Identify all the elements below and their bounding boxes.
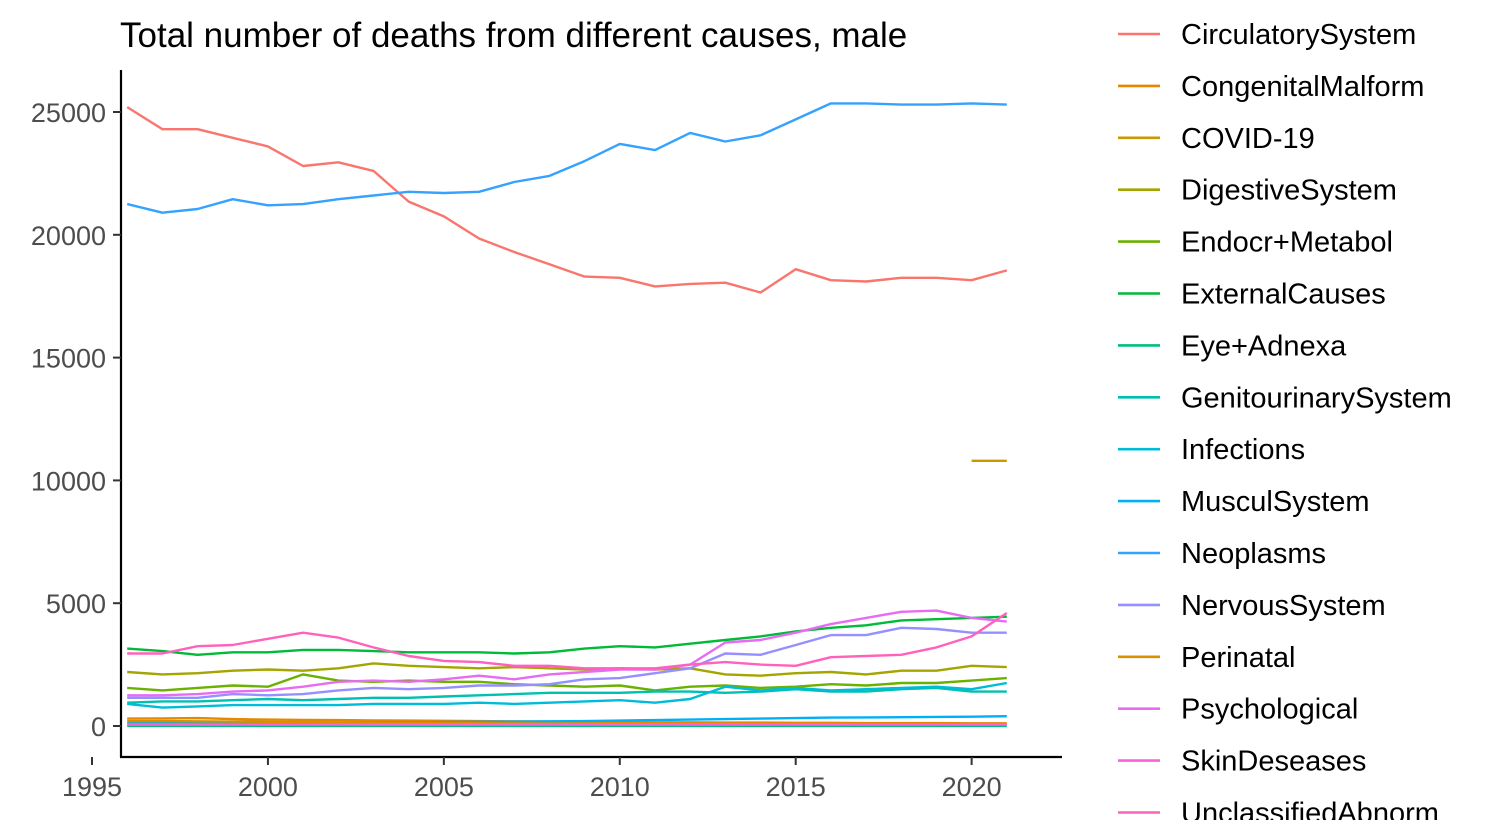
legend-label-genitourinarysystem: GenitourinarySystem bbox=[1181, 382, 1452, 414]
y-tick-label: 20000 bbox=[31, 221, 106, 251]
x-tick-label: 2020 bbox=[942, 772, 1002, 802]
legend-label-congenitalmalform: CongenitalMalform bbox=[1181, 71, 1424, 103]
series-line-genitourinarysystem bbox=[127, 686, 1007, 704]
series-line-unclassifiedabnorm bbox=[127, 612, 1008, 670]
chart-title: Total number of deaths from different ca… bbox=[120, 16, 907, 55]
x-tick-label: 2005 bbox=[414, 772, 474, 802]
series-line-psychological bbox=[127, 609, 1007, 697]
y-tick-label: 0 bbox=[91, 712, 106, 742]
series-line-infections bbox=[127, 681, 1008, 709]
y-tick-label: 5000 bbox=[46, 589, 106, 619]
legend-label-endocr-metabol: Endocr+Metabol bbox=[1181, 227, 1393, 259]
legend-label-digestivesystem: DigestiveSystem bbox=[1181, 175, 1397, 207]
legend-label-musculsystem: MusculSystem bbox=[1181, 486, 1370, 518]
y-tick-label: 15000 bbox=[31, 344, 106, 374]
x-tick-label: 2015 bbox=[766, 772, 826, 802]
x-tick-label: 1995 bbox=[62, 772, 122, 802]
series-line-endocr-metabol bbox=[127, 673, 1007, 692]
series-line-digestivesystem bbox=[127, 662, 1007, 677]
series-line-nervoussystem bbox=[127, 626, 1007, 699]
legend-label-psychological: Psychological bbox=[1181, 694, 1358, 726]
legend-label-eye-adnexa: Eye+Adnexa bbox=[1181, 330, 1347, 362]
legend-label-skindeseases: SkinDeseases bbox=[1181, 746, 1366, 778]
legend-label-neoplasms: Neoplasms bbox=[1181, 538, 1326, 570]
y-axis: 0 5000 10000 15000 20000 25000 bbox=[31, 98, 121, 742]
legend-label-circulatorysystem: CirculatorySystem bbox=[1181, 19, 1416, 51]
series-line-externalcauses bbox=[127, 615, 1007, 656]
y-tick-label: 10000 bbox=[31, 466, 106, 496]
x-tick-label: 2010 bbox=[590, 772, 650, 802]
legend: CirculatorySystem CongenitalMalform COVID-… bbox=[1118, 19, 1452, 820]
series-line-neoplasms bbox=[126, 102, 1007, 214]
series-line-circulatorysystem bbox=[126, 106, 1008, 294]
x-tick-label: 2000 bbox=[238, 772, 298, 802]
x-axis: 1995 2000 2005 2010 2015 2020 bbox=[62, 757, 1002, 802]
plot-area bbox=[126, 102, 1008, 728]
legend-label-externalcauses: ExternalCauses bbox=[1181, 279, 1386, 311]
legend-label-perinatal: Perinatal bbox=[1181, 642, 1295, 674]
legend-label-unclassifiedabnorm: UnclassifiedAbnorm bbox=[1181, 798, 1439, 820]
legend-label-covid-19: COVID-19 bbox=[1181, 123, 1315, 155]
legend-label-infections: Infections bbox=[1181, 434, 1305, 466]
y-tick-label: 25000 bbox=[31, 98, 106, 128]
legend-label-nervoussystem: NervousSystem bbox=[1181, 590, 1386, 622]
